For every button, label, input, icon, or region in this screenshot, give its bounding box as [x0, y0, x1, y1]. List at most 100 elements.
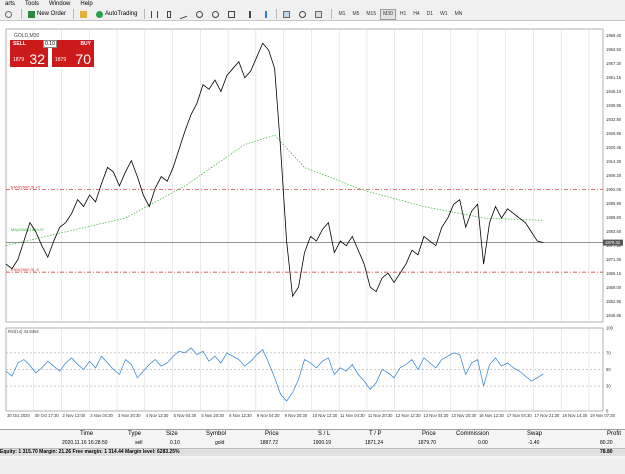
timeframe-m30[interactable]: M30: [380, 8, 396, 20]
line-chart-button[interactable]: [177, 9, 192, 20]
column-profit[interactable]: Profit: [607, 431, 622, 437]
time-tick-label: 30 Oct 2020: [7, 413, 30, 418]
chart-window[interactable]: 30 Oct 2020 30 Oct 17:30 2 Nov 12:00 3 Nov …: [0, 21, 625, 429]
price-chart[interactable]: 30 Oct 2020 30 Oct 17:30 2 Nov 12:00 3 Nov …: [0, 21, 625, 429]
price-tick-label: 1895.90: [606, 201, 622, 206]
templates-button[interactable]: [312, 9, 327, 20]
terminal-column-header: Time Type Size Symbol Price S / L T / P …: [0, 431, 625, 440]
trade-type: sell: [135, 440, 143, 446]
price-tick-label: 1883.60: [606, 229, 622, 234]
column-time[interactable]: Time: [80, 431, 94, 437]
table-row[interactable]: 2020.11.16 16:28:50 sell 0.10 gold 1887.…: [0, 440, 625, 448]
column-current-price[interactable]: Price: [422, 431, 436, 437]
column-symbol[interactable]: Symbol: [206, 431, 227, 437]
toolbar-separator: [21, 9, 22, 19]
new-order-button[interactable]: New Order: [25, 9, 69, 20]
column-sl[interactable]: S / L: [318, 431, 331, 437]
column-swap[interactable]: Swap: [527, 431, 543, 437]
column-type[interactable]: Type: [128, 431, 142, 437]
tile-windows-button[interactable]: [225, 9, 240, 20]
timeframe-d1[interactable]: D1: [426, 11, 434, 17]
chart-shift-icon: [244, 10, 252, 18]
ma-line: [5, 134, 544, 246]
price-tick-label: 1926.55: [606, 131, 622, 136]
time-tick-label: 13 Nov 20:30: [451, 413, 477, 418]
trade-tp: 1871.24: [365, 440, 384, 446]
buy-button[interactable]: BUY 1879 70: [52, 40, 94, 67]
clock-icon: [299, 10, 307, 18]
menu-charts[interactable]: arts: [5, 1, 16, 7]
column-tp[interactable]: T / P: [369, 431, 382, 437]
sell-button[interactable]: SELL 1879 32: [10, 40, 48, 67]
account-status-row: Equity: 1 315.70 Margin: 21.26 Free marg…: [0, 448, 625, 456]
timeframe-h1[interactable]: H1: [399, 11, 407, 17]
timeframe-mn[interactable]: MN: [454, 11, 463, 17]
timeframe-w1[interactable]: W1: [440, 11, 448, 17]
metaeditor-button[interactable]: [77, 9, 92, 20]
price-tick-label: 1846.85: [606, 313, 622, 318]
buy-price-big: 70: [75, 51, 91, 67]
timeframe-h4[interactable]: H4: [413, 11, 420, 17]
time-tick-label: 5 Nov 04:30: [174, 413, 197, 418]
bar-chart-icon: [151, 10, 159, 18]
time-tick-label: 16 Nov 12:30: [479, 413, 505, 418]
column-commission[interactable]: Commission: [456, 431, 490, 437]
zoom-out-icon: [212, 10, 220, 18]
menu-help[interactable]: Help: [80, 1, 93, 7]
zoom-out-button[interactable]: [209, 9, 224, 20]
time-tick-label: 3 Nov 04:30: [90, 413, 113, 418]
one-click-trading-panel: SELL 1879 32 BUY 1879 70 0.10: [10, 40, 94, 67]
price-line: [5, 42, 544, 298]
timeframe-m15[interactable]: M15: [366, 11, 377, 17]
time-tick-label: 11 Nov 20:30: [368, 413, 393, 418]
rsi-tick-label: 50: [606, 367, 611, 372]
auto-trading-button[interactable]: AutoTrading: [93, 9, 140, 20]
new-order-label: New Order: [37, 11, 67, 17]
autoscroll-icon: [260, 10, 268, 18]
price-tick-label: 1908.20: [606, 173, 622, 178]
crosshair-tool-button[interactable]: [2, 9, 17, 20]
bar-chart-button[interactable]: [148, 9, 163, 20]
auto-trading-icon: [96, 10, 104, 18]
column-size[interactable]: Size: [166, 431, 178, 437]
time-tick-label: 19 Nov 07:30: [590, 413, 616, 418]
rsi-tick-label: 70: [606, 350, 611, 355]
time-tick-label: 17 Nov 21:30: [534, 413, 560, 418]
zoom-in-button[interactable]: [193, 9, 208, 20]
trade-symbol: gold: [215, 440, 225, 446]
price-tick-label: 1902.05: [606, 187, 622, 192]
menu-tools[interactable]: Tools: [25, 1, 40, 7]
price-tick-label: 1938.95: [606, 103, 622, 108]
timeframe-m5[interactable]: M5: [352, 11, 360, 17]
autoscroll-button[interactable]: [257, 9, 272, 20]
account-status: Equity: 1 315.70 Margin: 21.26 Free marg…: [0, 449, 180, 455]
toolbar-separator: [276, 9, 278, 19]
trade-swap: -1.40: [528, 440, 540, 446]
toolbar-separator: [73, 9, 75, 19]
price-tick-label: 1865.15: [606, 271, 622, 276]
rsi-indicator-label: RSI(14) 44.8454: [8, 329, 39, 334]
trade-commission: 0.00: [478, 440, 488, 446]
column-price[interactable]: Price: [265, 431, 279, 437]
trade-current-price: 1879.70: [418, 440, 437, 446]
buy-label: BUY: [80, 41, 91, 47]
price-tick-label: 1932.80: [606, 117, 622, 122]
chart-shift-button[interactable]: [241, 9, 256, 20]
timeframe-m1[interactable]: M1: [338, 11, 346, 17]
periods-button[interactable]: [296, 9, 311, 20]
trade-time: 2020.11.16 16:28:50: [62, 440, 108, 446]
time-tick-label: 3 Nov 20:30: [118, 413, 141, 418]
price-tick-label: 1957.30: [606, 61, 622, 66]
envelope-lower-label: ENV(2000,3) -0: [11, 267, 40, 272]
templates-icon: [315, 10, 323, 18]
time-tick-label: 30 Oct 17:30: [35, 413, 60, 418]
time-tick-label: 12 Nov 12:30: [396, 413, 422, 418]
candle-chart-button[interactable]: [164, 9, 176, 20]
indicators-button[interactable]: [280, 9, 295, 20]
price-tick-label: 1920.45: [606, 145, 622, 150]
lot-size-input[interactable]: 0.10: [43, 40, 57, 48]
menu-window[interactable]: Window: [49, 1, 71, 7]
tile-windows-icon: [228, 10, 236, 18]
time-tick-label: 13 Nov 04:30: [423, 413, 449, 418]
price-tick-label: 1859.00: [606, 285, 622, 290]
